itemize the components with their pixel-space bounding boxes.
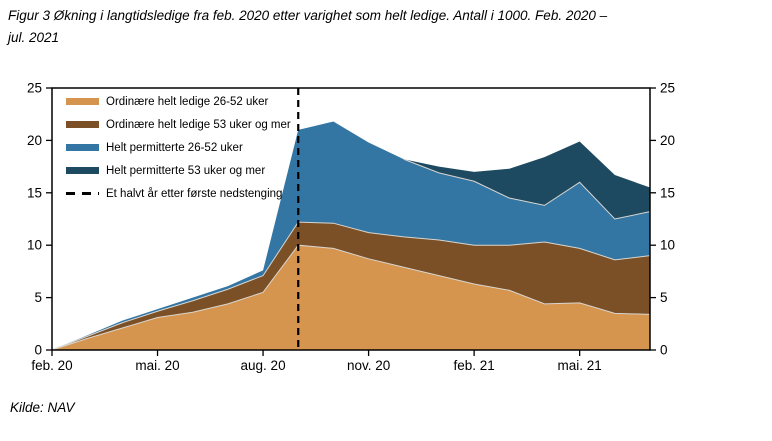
y-axis-tick-label-left: 0 — [34, 343, 42, 358]
y-axis-tick-label-left: 25 — [27, 81, 42, 96]
y-axis-tick-label-left: 15 — [27, 185, 42, 200]
y-axis-tick-label-right: 15 — [660, 185, 675, 200]
legend-color-swatch — [66, 98, 99, 105]
figure-title-line-2: jul. 2021 — [8, 30, 60, 45]
legend-label: Helt permitterte 26-52 uker — [106, 141, 243, 154]
y-axis-tick-label-left: 10 — [27, 238, 42, 253]
x-axis-tick-label: nov. 20 — [347, 358, 390, 373]
legend-item-ordinære-helt-ledige-53-uker-og-mer: Ordinære helt ledige 53 uker og mer — [66, 113, 291, 136]
x-axis-tick-label: aug. 20 — [241, 358, 286, 373]
chart-legend: Ordinære helt ledige 26-52 uker Ordinære … — [66, 90, 291, 205]
legend-label: Helt permitterte 53 uker og mer — [106, 164, 266, 177]
y-axis-tick-label-right: 20 — [660, 133, 675, 148]
y-axis-tick-label-right: 0 — [660, 343, 668, 358]
x-axis-tick-label: mai. 21 — [558, 358, 602, 373]
y-axis-tick-label-left: 5 — [34, 290, 42, 305]
legend-item-helt-permitterte-53-uker-og-mer: Helt permitterte 53 uker og mer — [66, 159, 291, 182]
area-ordinære-helt-ledige-53-uker-og-mer — [52, 222, 650, 350]
legend-color-swatch — [66, 144, 99, 151]
legend-item-ordinære-helt-ledige-26-52-uker: Ordinære helt ledige 26-52 uker — [66, 90, 291, 113]
legend-color-swatch — [66, 167, 99, 174]
layer-boundary-helt-permitterte-26-52-uker — [403, 158, 651, 220]
legend-color-swatch — [66, 121, 99, 128]
x-axis-tick-label: feb. 21 — [453, 358, 494, 373]
area-helt-permitterte-26-52-uker — [52, 121, 650, 350]
figure-title: Figur 3 Økning i langtidsledige fra feb.… — [8, 5, 764, 49]
stacked-area-chart: 0 0 5 5 10 10 15 15 20 20 25 25 feb. 20 mai. 20 aug. 2… — [27, 81, 675, 374]
y-axis-tick-label-left: 20 — [27, 133, 42, 148]
y-axis-tick-label-right: 5 — [660, 290, 668, 305]
legend-label: Et halvt år etter første nedstenging — [106, 187, 283, 200]
legend-label: Ordinære helt ledige 26-52 uker — [106, 95, 269, 108]
legend-item-helt-permitterte-26-52-uker: Helt permitterte 26-52 uker — [66, 136, 291, 159]
legend-label: Ordinære helt ledige 53 uker og mer — [106, 118, 291, 131]
x-axis-tick-label: feb. 20 — [31, 358, 72, 373]
layer-boundary-ordinære-helt-ledige-26-52-uker — [51, 244, 651, 351]
figure-title-line-1: Figur 3 Økning i langtidsledige fra feb.… — [8, 8, 608, 23]
layer-boundary-ordinære-helt-ledige-53-uker-og-mer — [51, 221, 651, 351]
y-axis-tick-label-right: 10 — [660, 238, 675, 253]
legend-dashed-line-swatch — [66, 192, 99, 195]
area-ordinære-helt-ledige-26-52-uker — [52, 245, 650, 350]
x-axis-tick-label: mai. 20 — [135, 358, 179, 373]
area-helt-permitterte-53-uker-og-mer — [52, 121, 650, 350]
y-axis-tick-label-right: 25 — [660, 81, 675, 96]
source-caption: Kilde: NAV — [10, 400, 75, 415]
plot-frame — [51, 87, 651, 351]
chart-container: 0 0 5 5 10 10 15 15 20 20 25 25 feb. 20 mai. 20 aug. 2… — [0, 75, 772, 385]
legend-item-et-halvt-år-etter-første-nedstenging: Et halvt år etter første nedstenging — [66, 182, 291, 205]
